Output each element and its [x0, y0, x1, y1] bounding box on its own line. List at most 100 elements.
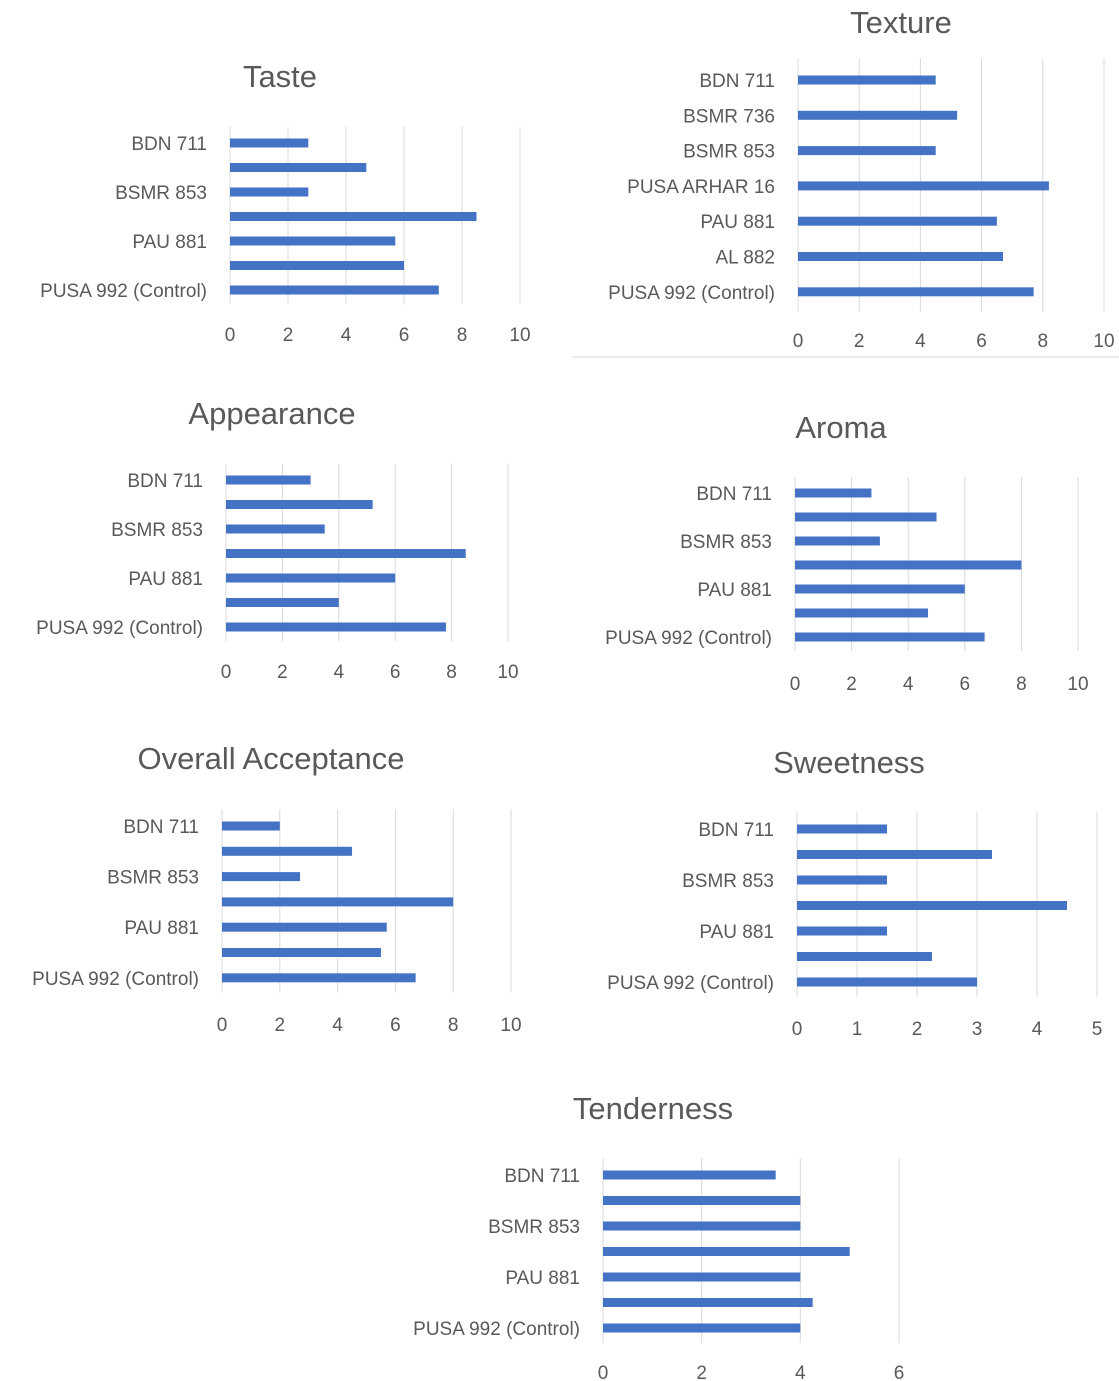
tenderness-bar [603, 1196, 801, 1205]
tenderness-bar [603, 1272, 801, 1282]
taste-bar [230, 285, 439, 295]
overall-acceptance-bar [222, 897, 454, 907]
aroma-tick-label: 2 [846, 674, 857, 695]
taste-bar [230, 212, 477, 221]
tenderness-category-label: PAU 881 [505, 1268, 580, 1289]
aroma-tick-label: 4 [903, 674, 914, 695]
sweetness-bar [797, 875, 887, 885]
overall-acceptance-tick-label: 10 [500, 1015, 521, 1036]
overall-acceptance-category-label: PUSA 992 (Control) [32, 969, 199, 990]
taste-tick-label: 10 [509, 325, 530, 346]
taste-chart: Taste BDN 711 BSMR 853 PAU 881 PUSA 992 (Con… [40, 59, 530, 346]
appearance-tick-label: 8 [446, 662, 457, 683]
texture-title: Texture [850, 5, 952, 40]
aroma-title: Aroma [795, 410, 887, 445]
sweetness-tick-label: 4 [1032, 1019, 1043, 1040]
aroma-bar [795, 512, 937, 522]
tenderness-tick-label: 2 [696, 1363, 707, 1381]
texture-tick-label: 2 [854, 331, 865, 352]
sweetness-tick-label: 5 [1092, 1019, 1103, 1040]
taste-category-label: PAU 881 [132, 232, 207, 253]
tenderness-bar [603, 1221, 801, 1231]
appearance-tick-label: 10 [497, 662, 518, 683]
texture-bar [798, 216, 997, 226]
overall-acceptance-bar [222, 872, 301, 882]
tenderness-bar [603, 1323, 801, 1333]
appearance-title: Appearance [188, 396, 355, 431]
texture-tick-label: 0 [793, 331, 804, 352]
sweetness-title: Sweetness [773, 745, 925, 780]
appearance-category-label: PUSA 992 (Control) [36, 618, 203, 639]
appearance-tick-label: 0 [221, 662, 232, 683]
aroma-chart: Aroma BDN 711 BSMR 853 PAU 881 PUSA 992 (Con… [605, 410, 1088, 695]
sweetness-category-label: PUSA 992 (Control) [607, 973, 774, 994]
sweetness-tick-label: 1 [852, 1019, 863, 1040]
appearance-chart: Appearance BDN 711 BSMR 853 PAU 881 PUSA 992… [36, 396, 518, 683]
overall-acceptance-tick-label: 2 [275, 1015, 286, 1036]
appearance-bar [226, 598, 339, 607]
tenderness-bar [603, 1247, 850, 1256]
taste-category-label: PUSA 992 (Control) [40, 281, 207, 302]
texture-category-label: PAU 881 [700, 212, 775, 233]
texture-bar [798, 75, 936, 85]
overall-acceptance-bar [222, 846, 353, 856]
overall-acceptance-chart: Overall Acceptance BDN 711 BSMR 853 PAU 881… [32, 741, 521, 1036]
sweetness-chart: Sweetness BDN 711 BSMR 853 PAU 881 PUSA 992 … [607, 745, 1102, 1040]
taste-tick-label: 2 [283, 325, 294, 346]
overall-acceptance-tick-label: 0 [217, 1015, 228, 1036]
appearance-bar [226, 549, 466, 558]
overall-acceptance-tick-label: 4 [332, 1015, 343, 1036]
aroma-bar [795, 560, 1022, 570]
overall-acceptance-bar [222, 821, 280, 831]
appearance-bar [226, 475, 311, 485]
sweetness-bar [797, 850, 992, 859]
taste-title: Taste [243, 59, 317, 94]
appearance-tick-label: 4 [334, 662, 345, 683]
taste-tick-label: 6 [399, 325, 410, 346]
texture-bar [798, 146, 936, 156]
taste-bar [230, 163, 367, 172]
taste-bar [230, 138, 309, 148]
sweetness-bar [797, 901, 1067, 910]
appearance-bar [226, 524, 325, 534]
sweetness-category-label: PAU 881 [699, 922, 774, 943]
aroma-category-label: BSMR 853 [680, 532, 772, 553]
texture-category-label: BSMR 853 [683, 142, 775, 163]
appearance-bar [226, 573, 396, 583]
taste-tick-label: 0 [225, 325, 236, 346]
texture-bar [798, 110, 958, 120]
texture-bar [798, 287, 1034, 297]
sweetness-bar [797, 926, 887, 936]
appearance-category-label: BDN 711 [127, 471, 203, 492]
overall-acceptance-category-label: PAU 881 [124, 918, 199, 939]
sweetness-category-label: BSMR 853 [682, 871, 774, 892]
sweetness-tick-label: 3 [972, 1019, 983, 1040]
aroma-category-label: PAU 881 [697, 580, 772, 601]
appearance-bar [226, 622, 446, 632]
aroma-tick-label: 0 [790, 674, 801, 695]
taste-category-label: BDN 711 [131, 134, 207, 155]
appearance-tick-label: 6 [390, 662, 401, 683]
aroma-tick-label: 6 [960, 674, 971, 695]
aroma-tick-label: 8 [1016, 674, 1027, 695]
aroma-bar [795, 608, 929, 618]
taste-bar [230, 261, 404, 270]
tenderness-tick-label: 6 [894, 1363, 905, 1381]
aroma-bar [795, 536, 880, 546]
texture-category-label: BDN 711 [699, 71, 775, 92]
tenderness-bar [603, 1170, 776, 1180]
aroma-tick-label: 10 [1067, 674, 1088, 695]
tenderness-category-label: BDN 711 [504, 1166, 580, 1187]
texture-tick-label: 6 [976, 331, 987, 352]
aroma-category-label: PUSA 992 (Control) [605, 628, 772, 649]
texture-tick-label: 10 [1093, 331, 1114, 352]
overall-acceptance-bar [222, 948, 381, 957]
texture-tick-label: 4 [915, 331, 926, 352]
overall-acceptance-bar [222, 922, 387, 932]
taste-tick-label: 4 [341, 325, 352, 346]
sweetness-bar [797, 824, 887, 834]
appearance-category-label: PAU 881 [128, 569, 203, 590]
sweetness-category-label: BDN 711 [698, 820, 774, 841]
texture-tick-label: 8 [1038, 331, 1049, 352]
taste-category-label: BSMR 853 [115, 183, 207, 204]
